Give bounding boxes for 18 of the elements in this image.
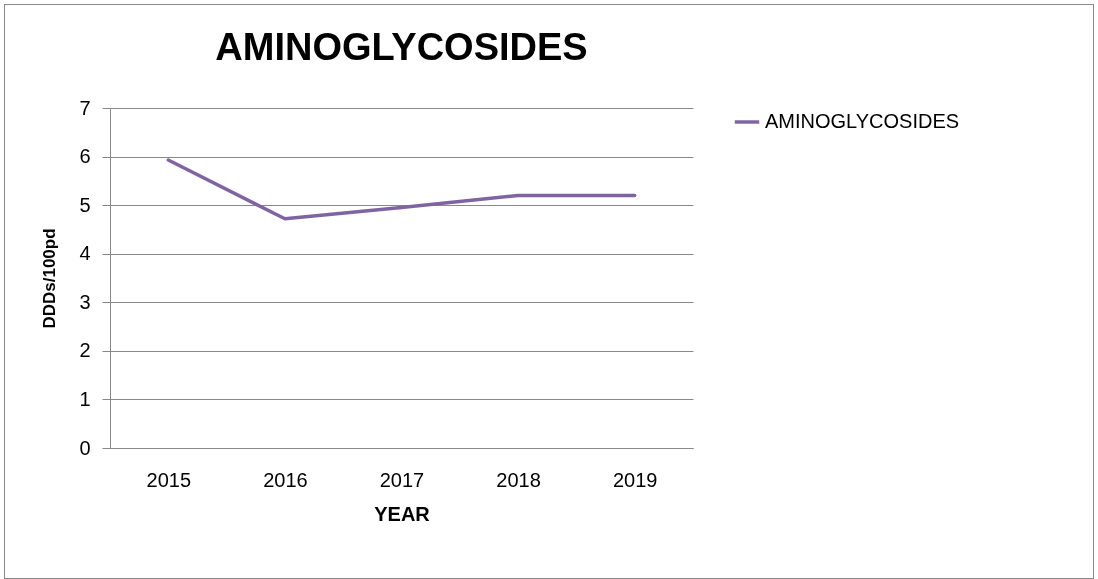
- chart-title: AMINOGLYCOSIDES: [215, 26, 588, 68]
- y-tick-label: 3: [79, 290, 91, 313]
- y-tick-label: 5: [79, 193, 91, 216]
- line-series: [166, 158, 637, 221]
- x-axis-title: YEAR: [374, 502, 431, 525]
- y-axis-title: DDDs/100pd: [40, 228, 60, 329]
- y-tick-label: 0: [79, 436, 91, 459]
- x-tick-label: 2015: [146, 468, 192, 491]
- x-tick-label: 2017: [379, 468, 425, 491]
- x-tick-label: 2019: [612, 468, 658, 491]
- x-tick-label: 2016: [263, 468, 308, 491]
- y-tick-label: 2: [79, 339, 91, 362]
- x-tick-label: 2018: [496, 468, 541, 491]
- legend-label: AMINOGLYCOSIDES: [765, 110, 960, 132]
- y-tick-label: 7: [79, 96, 91, 119]
- y-tick-label: 1: [79, 387, 91, 410]
- y-tick-label: 6: [79, 145, 91, 168]
- y-tick-label: 4: [79, 242, 91, 265]
